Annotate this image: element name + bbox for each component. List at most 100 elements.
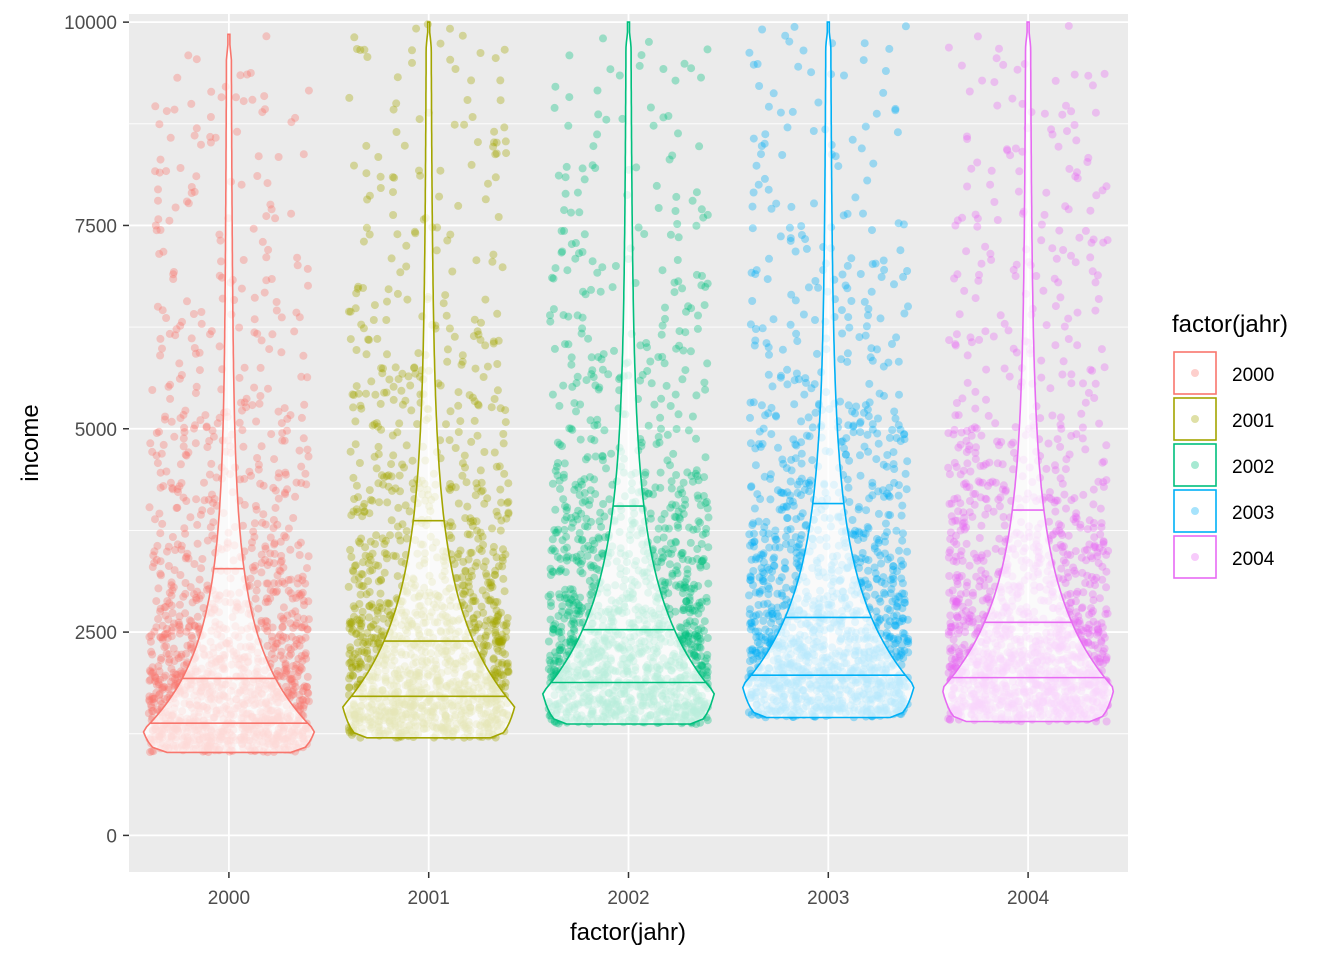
data-point xyxy=(163,547,171,556)
data-point xyxy=(594,110,603,119)
data-point xyxy=(282,664,291,673)
data-point xyxy=(360,507,369,516)
data-point xyxy=(769,89,778,98)
data-point xyxy=(175,620,184,629)
data-point xyxy=(461,566,470,575)
data-point xyxy=(497,641,506,650)
data-point xyxy=(173,670,182,679)
data-point xyxy=(671,537,680,546)
data-point xyxy=(402,241,411,250)
data-point xyxy=(556,566,565,575)
data-point xyxy=(468,393,477,402)
data-point xyxy=(206,507,215,516)
data-point xyxy=(393,230,402,239)
data-point xyxy=(657,515,666,524)
data-point xyxy=(261,616,270,625)
data-point xyxy=(492,462,501,471)
data-point xyxy=(410,363,419,372)
data-point xyxy=(190,622,199,631)
data-point xyxy=(664,549,673,558)
data-point xyxy=(349,403,358,412)
data-point xyxy=(268,632,276,641)
data-point xyxy=(258,518,267,527)
data-point xyxy=(699,213,708,222)
data-point xyxy=(167,664,176,673)
data-point xyxy=(185,616,194,625)
data-point xyxy=(484,596,493,605)
data-point xyxy=(697,624,706,633)
data-point xyxy=(354,573,363,582)
data-point xyxy=(470,416,479,425)
data-point xyxy=(402,262,411,271)
data-point xyxy=(363,640,372,649)
data-point xyxy=(498,637,507,646)
data-point xyxy=(393,289,402,298)
data-point xyxy=(262,276,271,285)
data-point xyxy=(445,324,454,333)
data-point xyxy=(301,649,310,658)
data-point xyxy=(292,308,301,317)
data-point xyxy=(242,403,251,412)
data-point xyxy=(254,460,263,469)
data-point xyxy=(157,571,165,580)
data-point xyxy=(147,700,155,709)
data-point xyxy=(294,654,303,663)
data-point xyxy=(148,563,157,571)
data-point xyxy=(646,103,655,112)
data-point xyxy=(346,643,355,652)
data-point xyxy=(671,207,680,215)
data-point xyxy=(555,657,564,666)
data-point xyxy=(299,596,308,605)
data-point xyxy=(569,634,578,643)
data-point xyxy=(472,256,481,265)
data-point xyxy=(156,483,165,492)
data-point xyxy=(171,675,179,684)
data-point xyxy=(392,128,401,136)
data-point xyxy=(149,747,158,756)
data-point xyxy=(164,685,173,694)
data-point xyxy=(670,278,679,287)
data-point xyxy=(278,436,287,445)
data-point xyxy=(482,641,491,650)
data-point xyxy=(600,426,609,435)
data-point xyxy=(261,542,270,551)
data-point xyxy=(386,531,394,540)
data-point xyxy=(296,538,305,547)
data-point xyxy=(567,240,576,249)
data-point xyxy=(546,659,555,667)
data-point xyxy=(189,310,198,318)
data-point xyxy=(546,590,555,599)
data-point xyxy=(374,479,383,488)
data-point xyxy=(483,494,492,503)
data-point xyxy=(561,590,570,599)
data-point xyxy=(182,649,190,658)
data-point xyxy=(432,246,441,255)
data-point xyxy=(160,643,169,651)
data-point xyxy=(160,630,169,639)
data-point xyxy=(360,507,369,516)
data-point xyxy=(502,621,510,630)
data-point xyxy=(154,678,163,686)
data-point xyxy=(206,138,215,147)
data-point xyxy=(302,682,311,691)
data-point xyxy=(490,617,499,625)
data-point xyxy=(272,588,280,597)
data-point xyxy=(247,544,256,553)
data-point xyxy=(152,597,161,606)
data-point xyxy=(239,521,247,530)
data-point xyxy=(678,375,687,384)
data-point xyxy=(156,334,165,343)
data-point xyxy=(347,553,356,561)
data-point xyxy=(153,459,162,468)
data-point xyxy=(459,557,468,566)
data-point xyxy=(489,654,498,663)
data-point xyxy=(561,502,569,511)
data-point xyxy=(348,625,357,634)
data-point xyxy=(254,604,263,613)
data-point xyxy=(245,467,254,476)
data-point xyxy=(270,540,279,549)
data-point xyxy=(371,540,379,548)
data-point xyxy=(161,603,170,611)
data-point xyxy=(561,173,570,182)
data-point xyxy=(458,351,467,360)
